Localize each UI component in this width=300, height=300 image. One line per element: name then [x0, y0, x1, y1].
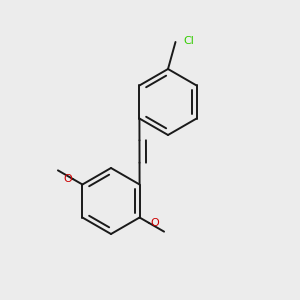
Text: O: O — [63, 174, 72, 184]
Text: O: O — [150, 218, 159, 228]
Text: Cl: Cl — [183, 35, 194, 46]
